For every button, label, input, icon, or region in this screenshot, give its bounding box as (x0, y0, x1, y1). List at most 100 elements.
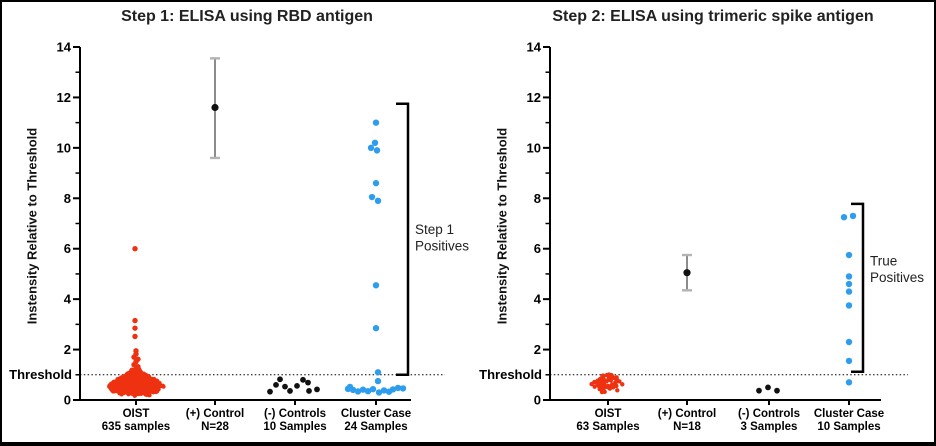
cluster-case-point (374, 369, 382, 376)
swarm-point (141, 387, 146, 392)
swarm-point (608, 378, 614, 383)
swarm-point (132, 393, 137, 398)
swarm-outlier-point (131, 354, 137, 360)
neg-control-point (774, 387, 780, 394)
swarm-point (154, 378, 160, 383)
neg-control-point (267, 388, 273, 395)
cluster-case-point (372, 179, 380, 187)
swarm-point (119, 390, 124, 395)
swarm-point (605, 383, 611, 389)
cluster-case-point (849, 212, 857, 220)
cluster-case-point (372, 282, 380, 289)
swarm-point (146, 376, 151, 382)
cluster-case-point (845, 338, 853, 346)
swarm-point (144, 380, 150, 386)
neg-control-point (305, 379, 311, 386)
mean-point (683, 269, 691, 277)
category-label-line2: 10 Samples (817, 421, 880, 433)
swarm-outlier-point (137, 369, 143, 375)
y-tick-label: 4 (534, 292, 542, 307)
swarm-point (602, 389, 607, 395)
panel-title-step1: Step 1: ELISA using RBD antigen (121, 8, 373, 25)
swarm-outlier-point (131, 362, 137, 368)
category-label-line1: (+) Control (186, 408, 244, 420)
swarm-point (131, 389, 136, 394)
category-label-line2: 3 Samples (741, 421, 798, 433)
cluster-case-point (845, 288, 853, 295)
neg-control-point (294, 382, 300, 389)
cluster-case-point (364, 387, 372, 395)
swarm-point (615, 388, 620, 393)
y-tick-label: 14 (57, 40, 72, 55)
swarm-point (116, 385, 122, 390)
swarm-point (592, 384, 597, 389)
y-tick-label: 0 (64, 393, 71, 408)
category-label-line2: N=18 (673, 421, 701, 433)
bracket-label-line: Positives (415, 239, 469, 254)
swarm-point (613, 383, 619, 388)
y-tick-label: 10 (57, 140, 71, 155)
swarm-point (600, 385, 606, 391)
swarm-point (129, 384, 134, 390)
category-label-line2: 24 Samples (344, 421, 407, 433)
swarm-point (620, 382, 625, 387)
cluster-case-point (367, 144, 375, 152)
cluster-case-point (374, 197, 382, 205)
category-label-line2: 635 samples (102, 421, 170, 433)
bracket-label-line: Positives (870, 270, 924, 285)
swarm-point (604, 372, 610, 378)
y-tick-label: 8 (64, 191, 71, 206)
y-tick-label: 4 (64, 292, 72, 307)
cluster-case-point (368, 193, 376, 201)
swarm-point (143, 392, 148, 397)
neg-control-point (300, 376, 306, 383)
swarm-outlier-point (132, 246, 138, 252)
cluster-case-point (373, 147, 381, 154)
bracket-label-line: Step 1 (415, 222, 454, 237)
swarm-point (611, 375, 616, 380)
cluster-case-point (371, 139, 379, 147)
y-tick-label: 0 (534, 393, 541, 408)
cluster-case-point (845, 302, 853, 309)
swarm-point (120, 378, 125, 383)
neg-control-point (282, 383, 288, 390)
y-tick-label: 2 (534, 342, 541, 357)
neg-control-point (314, 386, 320, 393)
category-label-line1: (-) Controls (264, 408, 326, 420)
category-label-line1: Cluster Case (814, 408, 884, 420)
mean-point (211, 103, 219, 112)
y-tick-label: 2 (64, 342, 71, 357)
category-label-line1: OIST (595, 408, 622, 420)
swarm-point (137, 380, 142, 386)
swarm-point (598, 376, 603, 382)
category-label-line2: 63 Samples (576, 421, 639, 433)
swarm-point (117, 381, 123, 386)
neg-control-point (765, 384, 771, 391)
positives-bracket (396, 102, 410, 377)
neg-control-point (756, 387, 762, 394)
cluster-case-point (845, 280, 853, 288)
swarm-outlier-point (132, 333, 138, 340)
swarm-point (601, 380, 607, 386)
swarm-point (142, 377, 147, 382)
category-label-line1: Cluster Case (341, 408, 411, 420)
cluster-case-point (346, 383, 354, 391)
y-tick-label: 12 (57, 90, 71, 105)
swarm-point (125, 374, 130, 379)
y-tick-label: 10 (527, 140, 541, 155)
cluster-case-point (354, 388, 362, 395)
cluster-case-point (399, 385, 407, 392)
swarm-point (110, 387, 115, 393)
positives-bracket (851, 202, 865, 374)
y-tick-label: 14 (527, 40, 542, 55)
panel-title-step2: Step 2: ELISA using trimeric spike antig… (552, 8, 874, 25)
neg-control-point (277, 376, 283, 383)
neg-control-point (273, 381, 279, 388)
category-label-line1: (-) Controls (738, 408, 800, 420)
category-label-line2: N=28 (201, 421, 229, 433)
swarm-point (147, 393, 152, 398)
cluster-case-point (359, 386, 367, 393)
cluster-case-point (845, 379, 853, 386)
swarm-point (109, 381, 114, 387)
